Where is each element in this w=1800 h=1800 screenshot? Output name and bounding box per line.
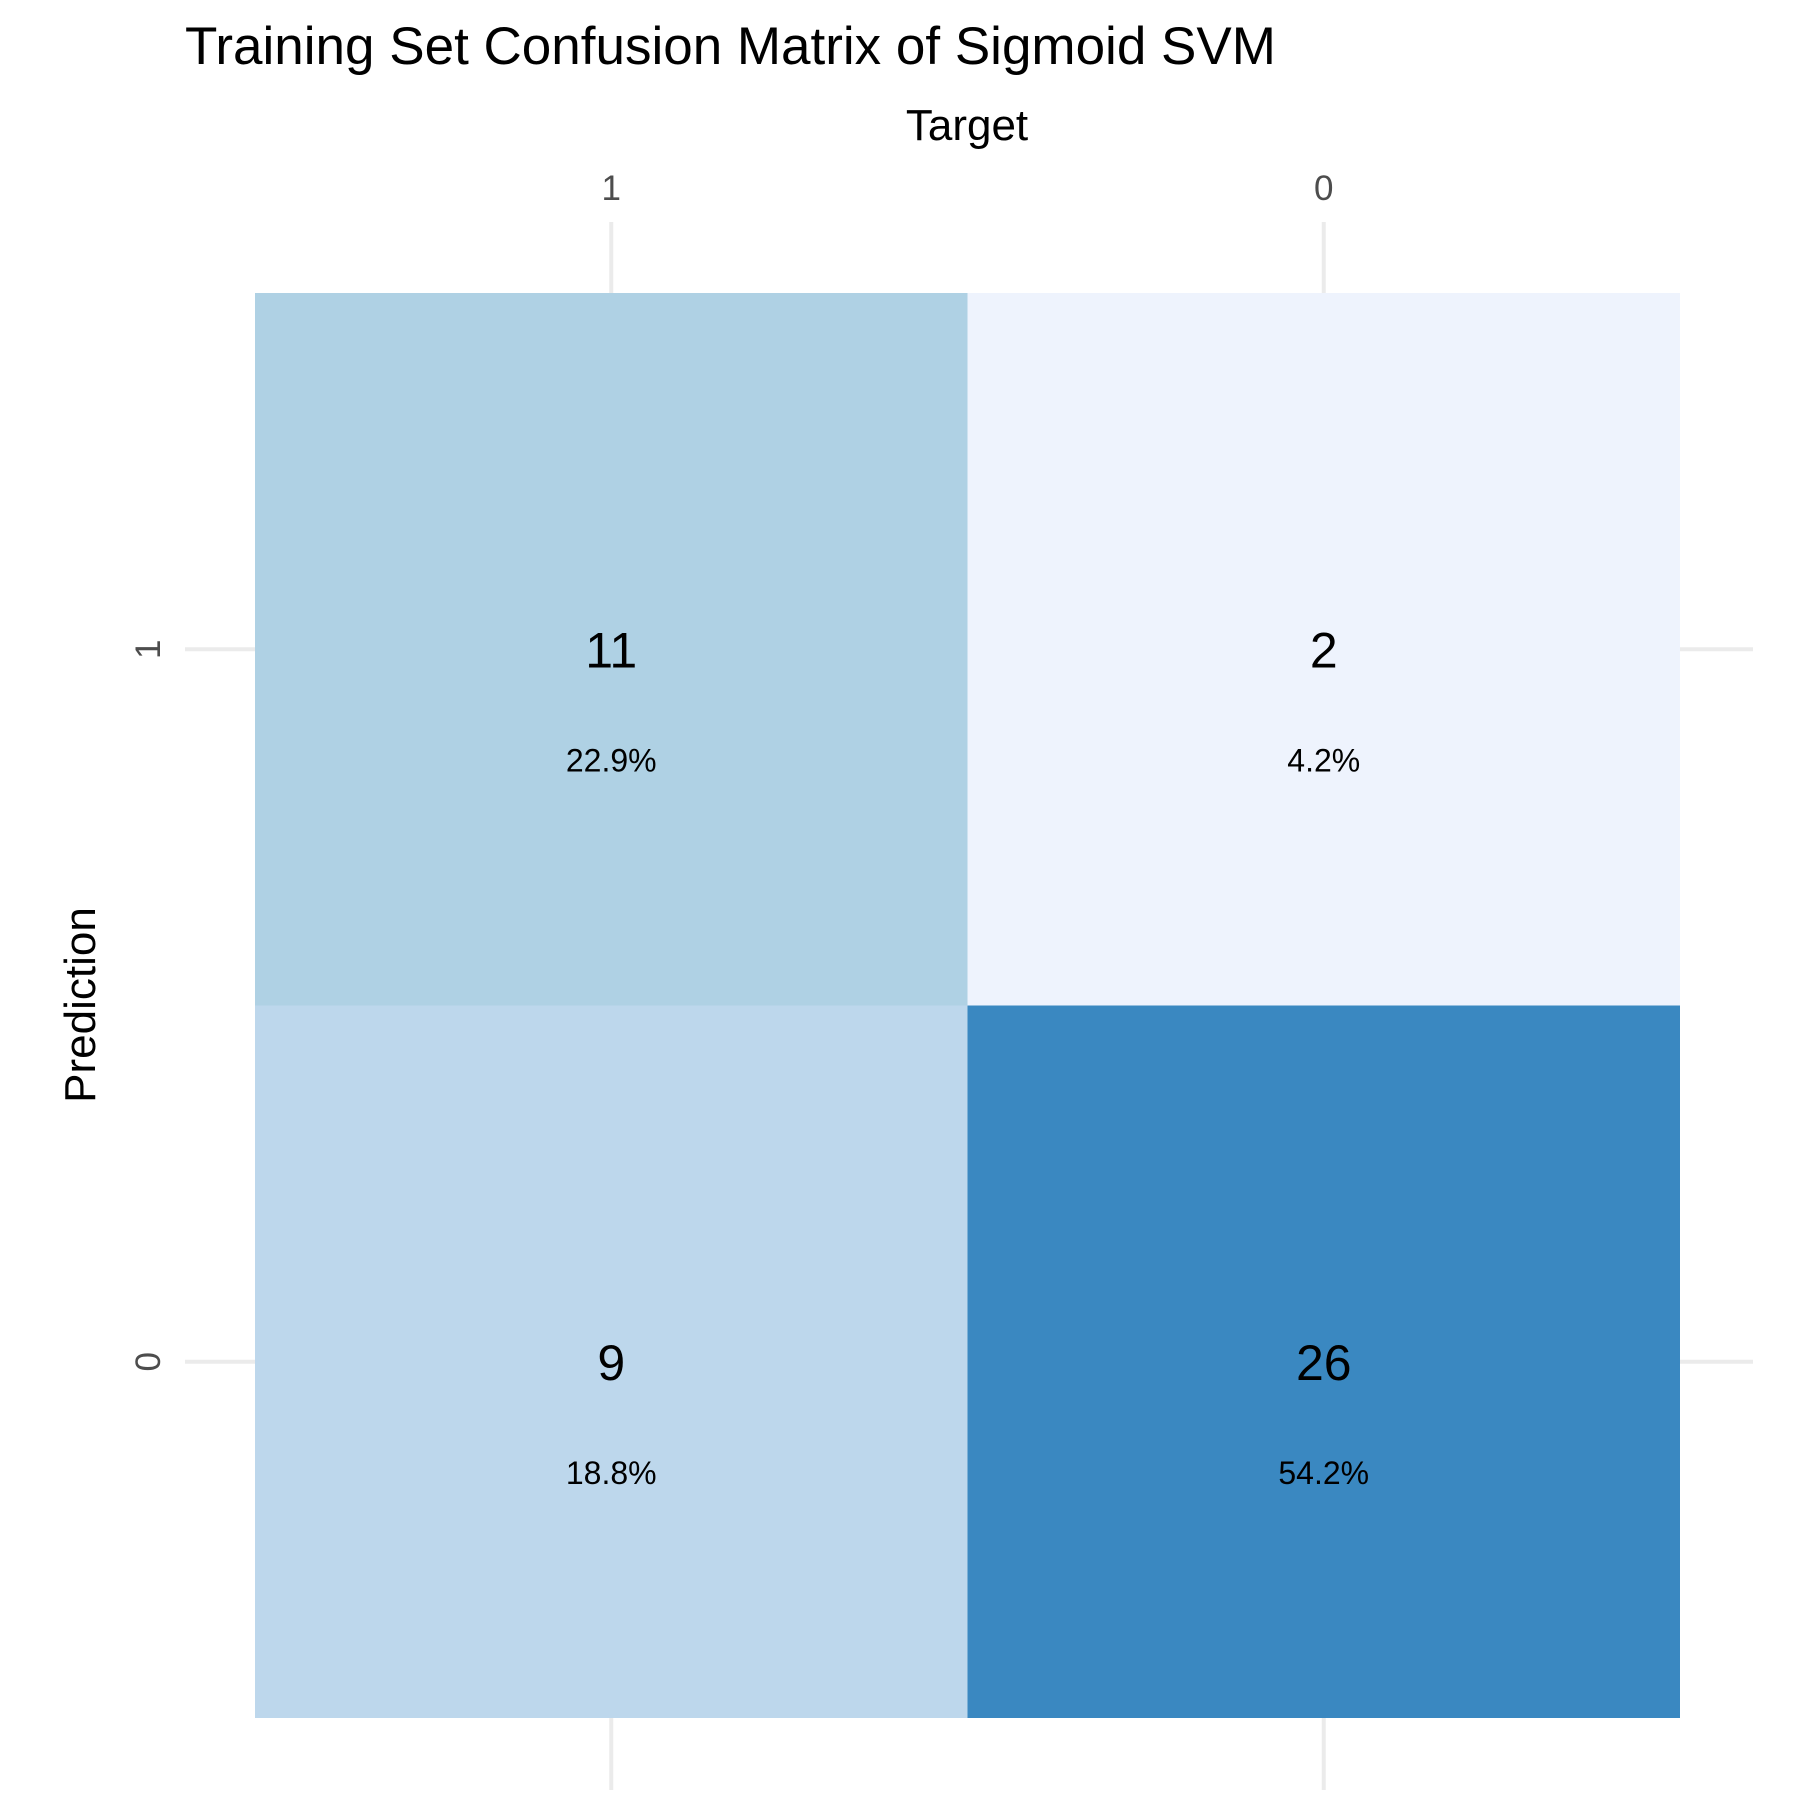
x-tick-label-0: 0 — [1314, 169, 1333, 208]
y-tick-label-1: 1 — [129, 640, 168, 659]
cell-count-pred-0-target-1: 9 — [597, 1335, 625, 1391]
matrix-cells — [255, 293, 1680, 1718]
cell-percent-pred-0-target-1: 18.8% — [566, 1455, 657, 1491]
y-tick-label-0: 0 — [129, 1352, 168, 1371]
x-tick-label-1: 1 — [602, 169, 621, 208]
matrix-cell-pred-1-target-1 — [255, 293, 968, 1006]
chart-title: Training Set Confusion Matrix of Sigmoid… — [185, 17, 1276, 76]
y-axis-title: Prediction — [56, 907, 105, 1103]
cell-labels: 11 22.9% 2 4.2% 9 18.8% 26 54.2% — [566, 622, 1369, 1491]
cell-percent-pred-1-target-1: 22.9% — [566, 742, 657, 778]
matrix-cell-pred-1-target-0 — [967, 293, 1680, 1006]
x-axis-title: Target — [906, 101, 1028, 150]
cell-percent-pred-0-target-0: 54.2% — [1278, 1455, 1369, 1491]
cell-percent-pred-1-target-0: 4.2% — [1287, 742, 1360, 778]
cell-count-pred-1-target-1: 11 — [585, 622, 637, 678]
cell-count-pred-1-target-0: 2 — [1310, 622, 1338, 678]
axis-tick-labels: 1 0 1 0 — [129, 169, 1333, 1371]
matrix-cell-pred-0-target-0 — [967, 1005, 1680, 1718]
cell-count-pred-0-target-0: 26 — [1296, 1335, 1352, 1391]
matrix-cell-pred-0-target-1 — [255, 1005, 968, 1718]
